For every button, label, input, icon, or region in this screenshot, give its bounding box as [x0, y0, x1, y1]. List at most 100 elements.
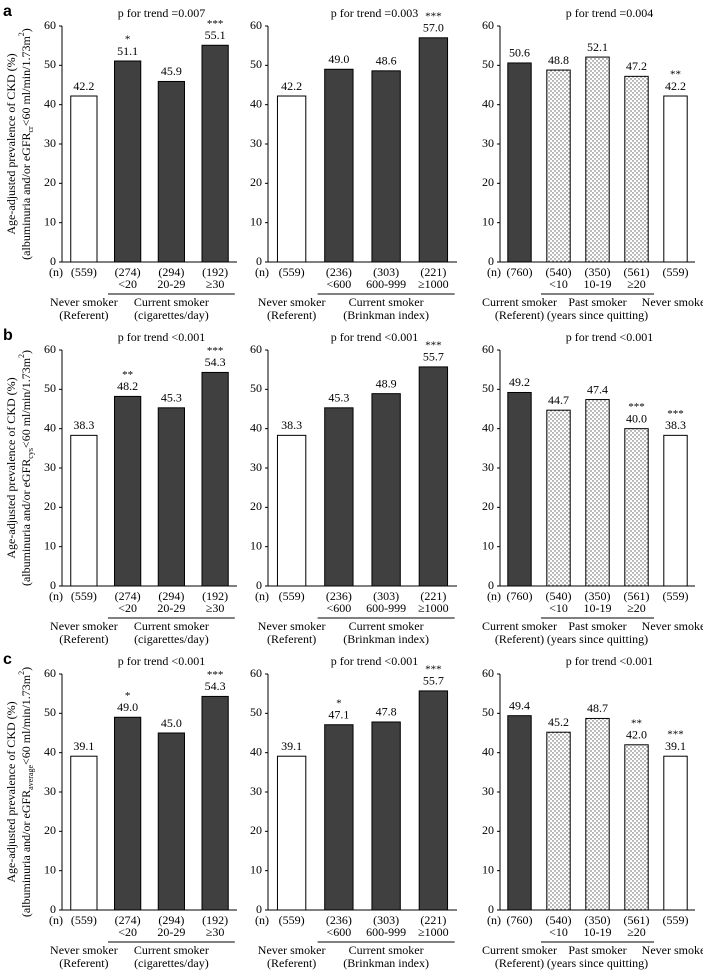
- x-tick-label: <10: [549, 601, 568, 615]
- group-note: (Referent): [495, 308, 544, 322]
- bar: [201, 44, 229, 263]
- chart-title: p for trend <0.001: [118, 330, 205, 344]
- n-header: (n): [49, 265, 63, 279]
- panel-label: b: [3, 327, 13, 344]
- value-label: 39.1: [665, 739, 686, 753]
- y-tick-label: 10: [482, 862, 494, 876]
- y-tick-label: 10: [250, 862, 262, 876]
- x-tick-label: 20-29: [157, 277, 185, 291]
- y-tick-label: 40: [44, 420, 56, 434]
- y-tick-label: 10: [482, 538, 494, 552]
- y-tick-label: 30: [250, 136, 262, 150]
- bar: [418, 37, 449, 263]
- y-tick-label: 60: [482, 666, 494, 680]
- y-axis-label-part: (albuminuria and/or eGFR: [19, 790, 33, 917]
- value-label: 47.8: [376, 705, 397, 719]
- group-label: Never smoker: [258, 943, 326, 957]
- value-label: 45.3: [328, 391, 349, 405]
- y-axis-label: (albuminuria and/or eGFRcys<60 ml/min/1.…: [17, 350, 35, 586]
- group-note: (Referent): [495, 956, 544, 970]
- y-tick-label: 10: [482, 214, 494, 228]
- value-label: 47.4: [587, 382, 608, 396]
- group-label: Current smoker: [349, 295, 424, 309]
- x-tick-label: 10-19: [584, 601, 612, 615]
- value-label: 51.1: [117, 44, 138, 58]
- x-tick-label: ≥1000: [418, 277, 449, 291]
- group-label: Never smoker: [642, 619, 703, 633]
- bar: [276, 755, 307, 911]
- group-note: (Referent): [59, 956, 108, 970]
- y-tick-label: 30: [482, 136, 494, 150]
- y-tick-label: 20: [250, 175, 262, 189]
- y-tick-label: 50: [44, 57, 56, 71]
- bar: [371, 393, 401, 587]
- y-axis-label-part: (albuminuria and/or eGFR: [19, 459, 33, 586]
- n-label: (303): [373, 589, 399, 603]
- y-axis-label-part: ): [19, 667, 33, 671]
- y-tick-label: 40: [44, 744, 56, 758]
- group-label: Never smoker: [50, 619, 118, 633]
- y-tick-label: 50: [44, 705, 56, 719]
- bar: [324, 724, 354, 911]
- bar: [70, 434, 98, 587]
- value-label: 38.3: [281, 418, 302, 432]
- y-tick-label: 0: [50, 902, 56, 916]
- group-note: (Referent): [59, 632, 108, 646]
- n-label: (236): [326, 913, 352, 927]
- n-label: (294): [158, 913, 184, 927]
- n-label: (192): [202, 913, 228, 927]
- y-tick-label: 60: [44, 18, 56, 32]
- n-label: (540): [546, 913, 572, 927]
- y-axis-label-part: (albuminuria and/or eGFR: [19, 133, 33, 260]
- group-label: Never smoker: [258, 619, 326, 633]
- y-tick-label: 60: [250, 666, 262, 680]
- value-label: 54.3: [205, 355, 226, 369]
- n-label: (559): [71, 913, 97, 927]
- x-tick-label: <20: [118, 277, 137, 291]
- y-tick-label: 40: [482, 420, 494, 434]
- n-header: (n): [49, 589, 63, 603]
- y-tick-label: 10: [250, 538, 262, 552]
- group-label: Current smoker: [134, 619, 209, 633]
- x-tick-label: 10-19: [584, 925, 612, 939]
- chart-title: p for trend =0.007: [118, 6, 205, 20]
- y-tick-label: 30: [250, 784, 262, 798]
- y-tick-label: 40: [250, 420, 262, 434]
- bar: [546, 731, 571, 911]
- n-label: (561): [624, 589, 650, 603]
- y-axis-label-part: <60 ml/min/1.73m: [19, 674, 33, 765]
- n-label: (236): [326, 589, 352, 603]
- x-tick-label: 20-29: [157, 601, 185, 615]
- n-label: (559): [663, 913, 689, 927]
- group-label: Current smoker: [482, 943, 557, 957]
- y-tick-label: 30: [250, 460, 262, 474]
- n-label: (559): [663, 265, 689, 279]
- n-label: (559): [71, 589, 97, 603]
- y-tick-label: 0: [256, 578, 262, 592]
- n-header: (n): [255, 589, 269, 603]
- y-tick-label: 50: [44, 381, 56, 395]
- value-label: 39.1: [73, 739, 94, 753]
- y-axis-label: (albuminuria and/or eGFRcr<60 ml/min/1.7…: [17, 28, 35, 260]
- bar: [663, 434, 688, 587]
- x-tick-label: ≥1000: [418, 925, 449, 939]
- value-label: 38.3: [665, 418, 686, 432]
- bar: [276, 95, 307, 263]
- bar: [624, 428, 649, 587]
- bar: [507, 391, 532, 587]
- n-label: (221): [420, 913, 446, 927]
- n-label: (561): [624, 265, 650, 279]
- n-label: (294): [158, 265, 184, 279]
- value-label: 45.3: [161, 391, 182, 405]
- value-label: 55.1: [205, 28, 226, 42]
- value-label: 49.0: [117, 700, 138, 714]
- n-label: (559): [279, 589, 305, 603]
- y-tick-label: 50: [482, 705, 494, 719]
- value-label: 54.3: [205, 679, 226, 693]
- chart-title: p for trend <0.001: [118, 654, 205, 668]
- group-note: (Brinkman index): [343, 956, 429, 970]
- bar: [201, 371, 229, 587]
- x-tick-label: <600: [326, 601, 351, 615]
